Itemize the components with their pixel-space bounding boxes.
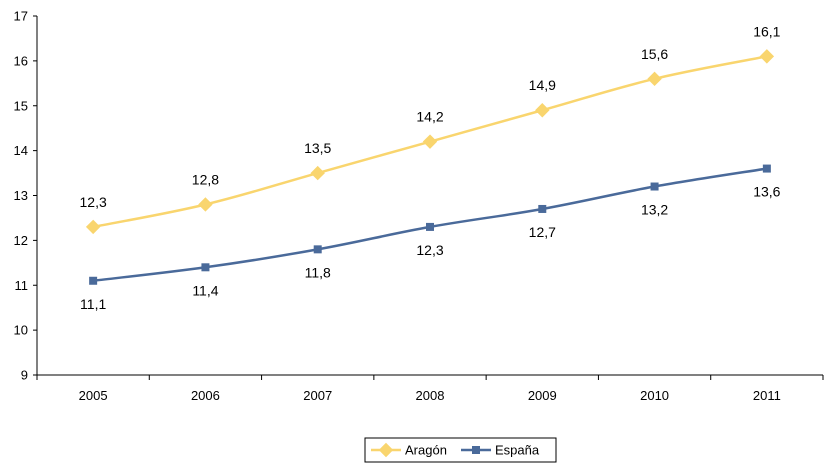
data-point [198,197,213,212]
y-tick-label: 10 [14,323,28,338]
data-label: 12,7 [529,224,556,240]
axes: 9 10 11 12 13 14 15 16 17 2005 2006 2007 2008 2009 201… [14,9,824,403]
x-tick-label: 2005 [79,388,108,403]
data-point [535,103,550,118]
data-point [762,164,771,173]
data-point [650,182,659,191]
series-espana: 11,1 11,4 11,8 12,3 12,7 13,2 13,6 [80,164,781,312]
x-tick-label: 2011 [753,388,781,403]
data-label: 11,8 [305,264,331,280]
legend-label-espana: España [495,443,540,458]
legend: Aragón España [364,437,557,463]
data-point [201,263,210,272]
data-point [313,245,322,254]
data-label: 13,2 [641,202,668,218]
data-label: 13,5 [304,140,331,156]
y-tick-label: 14 [14,143,28,158]
data-point [89,276,98,285]
x-tick-label: 2010 [640,388,669,403]
data-point [426,222,434,231]
data-label: 12,3 [416,242,443,258]
legend-label-aragon: Aragón [405,443,447,458]
data-point [759,49,775,64]
data-label: 12,3 [80,194,107,210]
x-tick-label: 2006 [191,388,220,403]
data-label: 12,8 [192,171,219,187]
data-point [85,219,101,235]
series-layer: 12,3 12,8 13,5 14,2 14,9 15,6 16,1 11,1 11,4 11,8… [80,23,781,311]
data-label: 14,9 [529,77,556,93]
data-point [647,71,662,87]
data-label: 14,2 [416,109,443,125]
x-tick-label: 2009 [528,388,557,403]
data-label: 15,6 [641,46,668,62]
data-label: 13,6 [753,184,780,200]
legend-marker-aragon [378,442,394,458]
y-tick-label: 11 [15,278,29,293]
y-tick-label: 12 [14,233,28,248]
x-tick-label: 2007 [303,388,332,403]
data-point [422,134,438,149]
data-point [538,204,547,213]
y-tick-label: 13 [14,188,28,203]
series-aragon: 12,3 12,8 13,5 14,2 14,9 15,6 16,1 [80,23,781,235]
data-point [310,165,325,181]
legend-marker-espana [472,446,480,454]
data-label: 11,1 [80,296,106,312]
y-tick-label: 16 [14,53,28,68]
data-label: 11,4 [192,282,218,298]
y-tick-label: 15 [14,98,28,113]
y-tick-label: 17 [14,9,28,24]
y-tick-label: 9 [21,368,28,383]
x-tick-label: 2008 [416,388,445,403]
data-label: 16,1 [753,23,780,39]
